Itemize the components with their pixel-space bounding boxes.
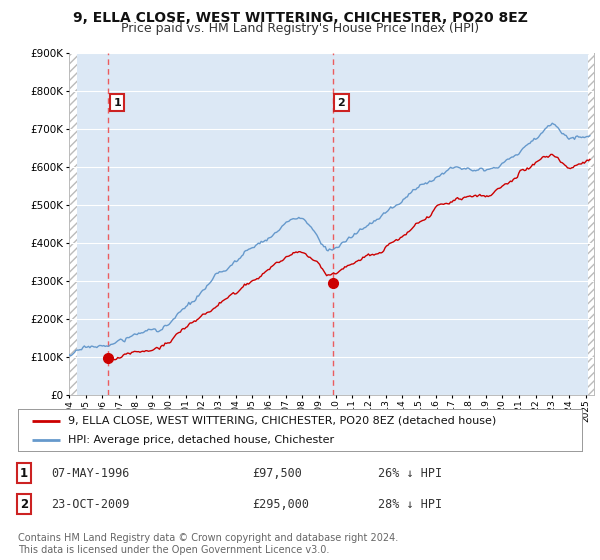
Text: HPI: Average price, detached house, Chichester: HPI: Average price, detached house, Chic… <box>68 435 334 445</box>
Text: 07-MAY-1996: 07-MAY-1996 <box>51 466 130 480</box>
Text: £97,500: £97,500 <box>252 466 302 480</box>
Bar <box>588 53 596 395</box>
Text: 28% ↓ HPI: 28% ↓ HPI <box>378 497 442 511</box>
Text: 26% ↓ HPI: 26% ↓ HPI <box>378 466 442 480</box>
Text: 2: 2 <box>20 497 28 511</box>
Text: 9, ELLA CLOSE, WEST WITTERING, CHICHESTER, PO20 8EZ (detached house): 9, ELLA CLOSE, WEST WITTERING, CHICHESTE… <box>68 416 496 426</box>
Text: 23-OCT-2009: 23-OCT-2009 <box>51 497 130 511</box>
Text: 1: 1 <box>20 466 28 480</box>
Bar <box>69 53 77 395</box>
Text: Price paid vs. HM Land Registry's House Price Index (HPI): Price paid vs. HM Land Registry's House … <box>121 22 479 35</box>
Text: 9, ELLA CLOSE, WEST WITTERING, CHICHESTER, PO20 8EZ: 9, ELLA CLOSE, WEST WITTERING, CHICHESTE… <box>73 11 527 25</box>
Text: 2: 2 <box>337 98 345 108</box>
Text: Contains HM Land Registry data © Crown copyright and database right 2024.
This d: Contains HM Land Registry data © Crown c… <box>18 533 398 555</box>
Text: 1: 1 <box>113 98 121 108</box>
Text: £295,000: £295,000 <box>252 497 309 511</box>
